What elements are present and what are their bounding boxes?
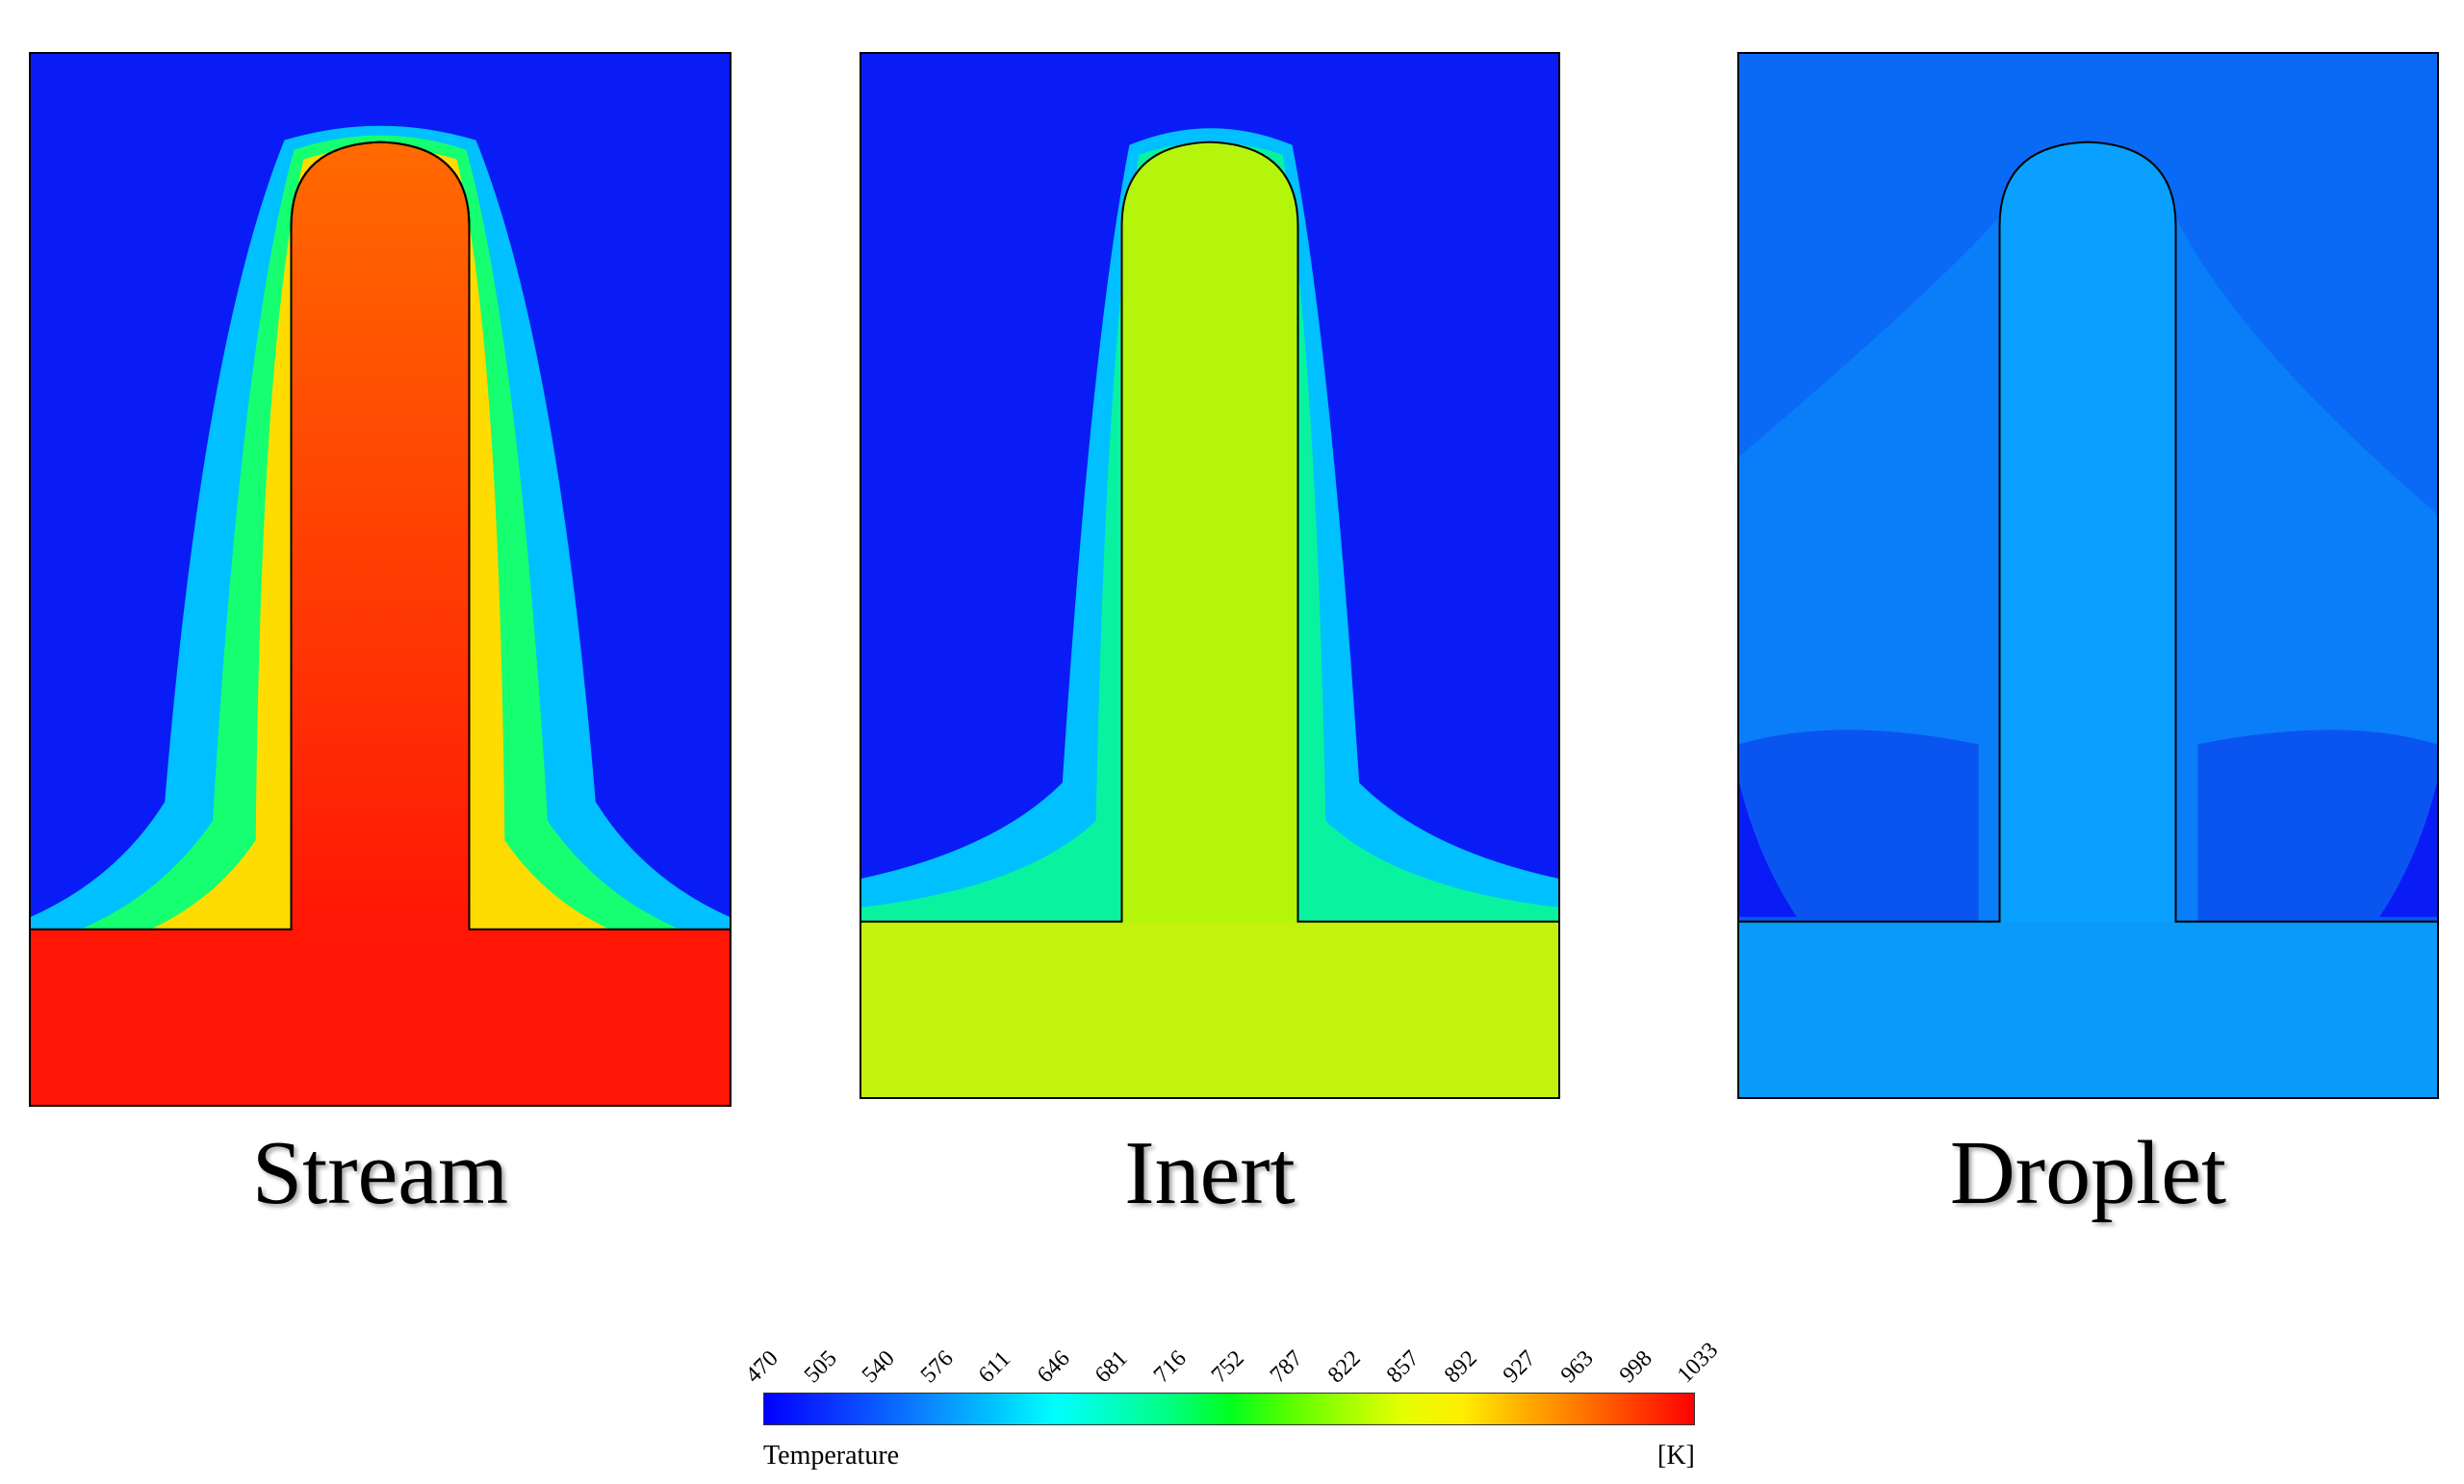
colorbar-tick-470: 470 bbox=[740, 1345, 783, 1389]
colorbar-tick-892: 892 bbox=[1439, 1345, 1482, 1389]
colorbar-tick-labels: 470 505 540 576 611 646 681 716 752 787 822 857 892 9… bbox=[741, 1309, 1723, 1395]
colorbar-tick-505: 505 bbox=[799, 1345, 842, 1389]
colorbar-tick-540: 540 bbox=[857, 1345, 900, 1389]
stream-caption: Stream bbox=[251, 1123, 509, 1223]
droplet-right-eddy bbox=[2197, 729, 2437, 922]
droplet-left-cold-spot bbox=[1739, 782, 1797, 917]
colorbar-tick-822: 822 bbox=[1322, 1345, 1366, 1389]
colorbar-tick-963: 963 bbox=[1555, 1345, 1599, 1389]
droplet-base bbox=[1739, 921, 2437, 1097]
temperature-colorbar bbox=[763, 1393, 1695, 1425]
inert-caption: Inert bbox=[1124, 1123, 1296, 1223]
inert-base bbox=[861, 921, 1558, 1097]
stream-base bbox=[31, 929, 730, 1105]
droplet-left-eddy bbox=[1739, 729, 1979, 922]
colorbar-unit: [K] bbox=[1657, 1441, 1695, 1471]
inert-tube bbox=[1121, 141, 1298, 927]
stream-contour-svg bbox=[31, 54, 730, 1105]
colorbar-tick-576: 576 bbox=[915, 1345, 959, 1389]
colorbar-tick-752: 752 bbox=[1206, 1345, 1249, 1389]
colorbar-title: Temperature bbox=[763, 1441, 900, 1471]
droplet-contour-svg bbox=[1739, 54, 2437, 1097]
colorbar-tick-927: 927 bbox=[1498, 1345, 1541, 1389]
droplet-contour-plot bbox=[1737, 52, 2439, 1099]
inert-contour-plot bbox=[860, 52, 1560, 1099]
colorbar-tick-716: 716 bbox=[1148, 1345, 1192, 1389]
droplet-caption: Droplet bbox=[1949, 1123, 2227, 1223]
colorbar-tick-646: 646 bbox=[1032, 1345, 1075, 1389]
stream-tube bbox=[290, 141, 471, 937]
colorbar-tick-857: 857 bbox=[1381, 1345, 1424, 1389]
colorbar-tick-998: 998 bbox=[1614, 1345, 1657, 1389]
droplet-right-cold-spot bbox=[2379, 782, 2437, 917]
colorbar-tick-611: 611 bbox=[973, 1346, 1016, 1389]
colorbar-tick-787: 787 bbox=[1265, 1345, 1308, 1389]
colorbar-tick-1033: 1033 bbox=[1672, 1337, 1724, 1389]
stream-contour-plot bbox=[29, 52, 732, 1107]
colorbar-tick-681: 681 bbox=[1090, 1345, 1133, 1389]
inert-contour-svg bbox=[861, 54, 1558, 1097]
droplet-tube bbox=[1999, 141, 2176, 927]
